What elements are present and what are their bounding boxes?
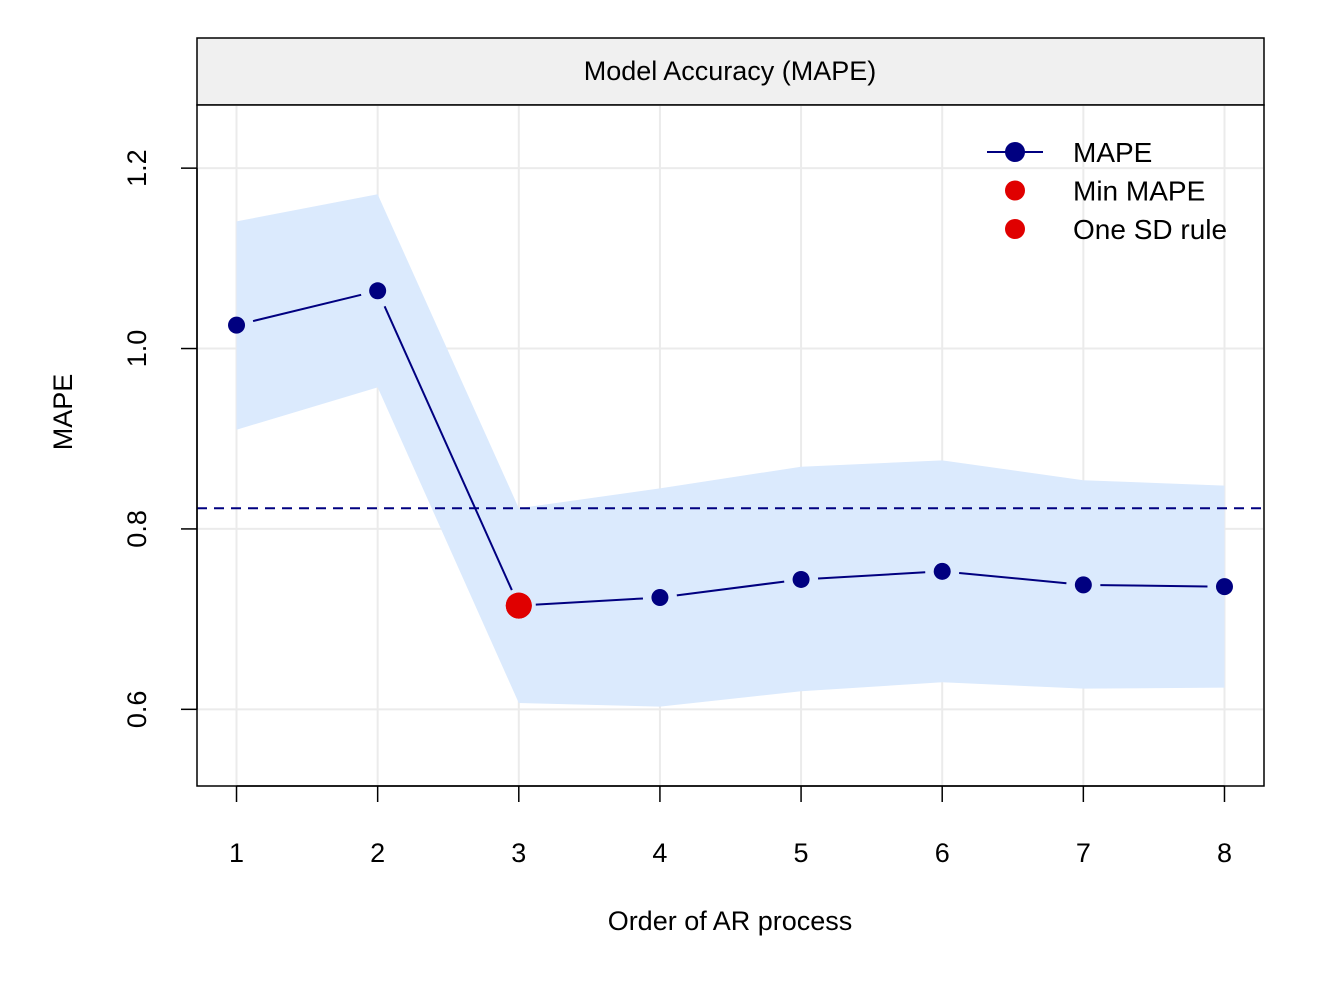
band-area: [236, 194, 1225, 707]
y-tick-label-2: 1.0: [122, 330, 152, 368]
data-point-6: [933, 562, 951, 580]
series-segment-5: [817, 571, 926, 580]
series-segment-1: [252, 293, 362, 323]
x-axis: 1 2 3 4 5 6 7 8: [229, 785, 1232, 868]
series-segment-3: [535, 597, 644, 606]
legend-marker-3: [1005, 219, 1025, 239]
series-segment-6: [959, 571, 1067, 585]
x-tick-label-4: 4: [652, 838, 667, 868]
series-mape: [228, 282, 1233, 615]
y-axis: 0.6 0.8 1.0 1.2: [122, 149, 198, 729]
series-segment-2: [383, 305, 513, 591]
series-segment-4: [676, 580, 785, 597]
x-tick-label-7: 7: [1076, 838, 1091, 868]
data-point-8: [1215, 578, 1233, 596]
legend: MAPE Min MAPE One SD rule: [987, 137, 1227, 245]
legend-label-3: One SD rule: [1073, 214, 1227, 245]
legend-marker-2: [1005, 180, 1025, 201]
y-tick-label-3: 1.2: [122, 149, 152, 187]
confidence-band: [236, 194, 1225, 707]
x-tick-label-6: 6: [935, 838, 950, 868]
data-point-4: [651, 588, 669, 606]
title-strip: [196, 37, 1265, 106]
highlight-points: [505, 592, 532, 619]
data-point-1: [228, 316, 246, 334]
data-point-2: [369, 282, 387, 300]
series-segment-7: [1100, 584, 1208, 588]
x-tick-label-2: 2: [370, 838, 385, 868]
y-tick-label-1: 0.8: [122, 510, 152, 548]
legend-label-2: Min MAPE: [1073, 176, 1205, 207]
x-tick-label-1: 1: [229, 838, 244, 868]
legend-label-1: MAPE: [1073, 137, 1152, 168]
highlight-point-2: [505, 592, 532, 619]
x-axis-label: Order of AR process: [608, 906, 853, 936]
y-axis-label: MAPE: [48, 374, 78, 451]
data-point-7: [1074, 576, 1092, 594]
x-tick-label-8: 8: [1217, 838, 1232, 868]
x-tick-label-5: 5: [794, 838, 809, 868]
x-tick-label-3: 3: [511, 838, 526, 868]
data-point-5: [792, 570, 810, 588]
y-tick-label-0: 0.6: [122, 691, 152, 729]
chart-title: Model Accuracy (MAPE): [584, 56, 877, 86]
legend-marker-1: [1005, 142, 1025, 162]
